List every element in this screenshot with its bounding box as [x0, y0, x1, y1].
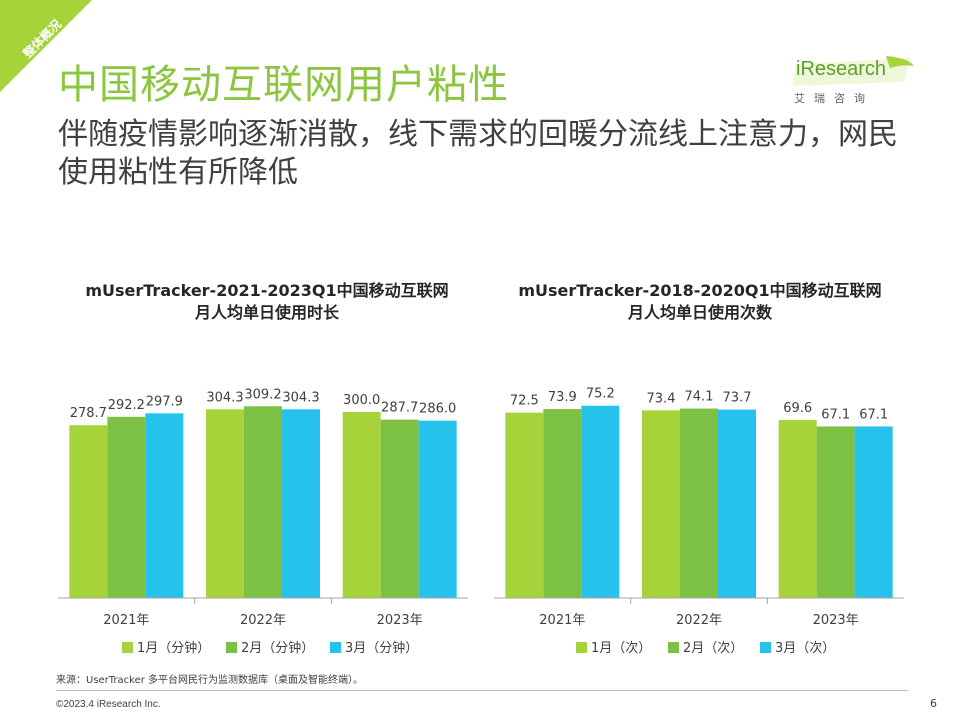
category-label: 2021年 [103, 613, 149, 628]
bar-2023年-3 [418, 420, 457, 598]
data-label: 72.5 [510, 394, 539, 409]
data-label: 300.0 [343, 393, 380, 408]
legend-swatch [122, 642, 133, 653]
data-label: 73.4 [647, 391, 676, 406]
data-label: 304.3 [206, 390, 243, 405]
data-label: 67.1 [821, 407, 850, 422]
legend-label: 3月（分钟） [345, 640, 418, 656]
page-title: 中国移动互联网用户粘性 [58, 62, 509, 108]
data-label: 74.1 [685, 390, 714, 405]
bar-2021年-3 [581, 405, 620, 598]
legend-swatch [330, 642, 341, 653]
bar-2022年-2 [680, 408, 718, 598]
data-label: 309.2 [244, 387, 281, 402]
logo-brand: iResearch [796, 58, 887, 80]
bar-2022年-2 [244, 406, 282, 598]
bar-2022年-3 [282, 409, 320, 598]
copyright: ©2023.4 iResearch Inc. [56, 699, 161, 710]
chart2-title: mUserTracker-2018-2020Q1中国移动互联网 月人均单日使用次… [480, 280, 920, 324]
data-label: 286.0 [419, 402, 456, 417]
legend-label: 2月（次） [683, 640, 743, 656]
legend-swatch [760, 642, 771, 653]
legend-label: 1月（次） [591, 640, 651, 656]
data-label: 69.6 [783, 401, 812, 416]
legend-label: 1月（分钟） [137, 640, 210, 656]
data-label: 292.2 [108, 398, 145, 413]
category-label: 2023年 [813, 613, 859, 628]
bar-2022年-1 [642, 410, 680, 598]
chart1-title-line2: 月人均单日使用时长 [194, 303, 339, 322]
logo-leaf-icon [792, 56, 914, 86]
chart1-title-line1: mUserTracker-2021-2023Q1中国移动互联网 [85, 281, 449, 300]
chart1-title: mUserTracker-2021-2023Q1中国移动互联网 月人均单日使用时… [47, 280, 487, 324]
legend-swatch [668, 642, 679, 653]
legend-swatch [226, 642, 237, 653]
data-label: 278.7 [70, 406, 107, 421]
category-label: 2022年 [676, 613, 722, 628]
category-label: 2021年 [539, 613, 585, 628]
source-note: 来源：UserTracker 多平台网民行为监测数据库（桌面及智能终端）。 [56, 675, 364, 686]
footer-divider [56, 690, 908, 691]
iresearch-logo: iResearch 艾瑞咨询 [790, 52, 920, 110]
bar-2022年-1 [206, 409, 244, 598]
section-corner-tab [0, 0, 92, 92]
bar-2021年-1 [69, 425, 108, 598]
chart2-title-line2: 月人均单日使用次数 [627, 303, 772, 322]
bar-2023年-3 [854, 426, 893, 598]
data-label: 75.2 [586, 387, 615, 402]
data-label: 73.7 [723, 391, 752, 406]
data-label: 297.9 [146, 394, 183, 409]
category-label: 2022年 [240, 613, 286, 628]
bar-2021年-3 [145, 413, 184, 598]
legend-label: 2月（分钟） [241, 640, 314, 656]
data-label: 73.9 [548, 390, 577, 405]
data-label: 287.7 [381, 401, 418, 416]
bar-2021年-2 [543, 409, 582, 598]
category-label: 2023年 [377, 613, 423, 628]
bar-2023年-2 [816, 426, 855, 598]
page-number: 6 [930, 697, 937, 710]
bar-2021年-1 [505, 412, 544, 598]
bar-2023年-1 [342, 412, 381, 598]
usage-frequency-chart: 72.5 73.9 75.2 2021年 73.4 74.1 73.7 2022年 69.6 67… [494, 387, 904, 656]
bar-2021年-2 [107, 416, 146, 598]
chart2-title-line1: mUserTracker-2018-2020Q1中国移动互联网 [518, 281, 882, 300]
page-subtitle: 伴随疫情影响逐渐消散，线下需求的回暖分流线上注意力，网民使用粘性有所降低 [58, 117, 898, 190]
bar-2023年-2 [380, 419, 419, 598]
bar-2023年-1 [778, 420, 817, 598]
data-label: 67.1 [859, 407, 888, 422]
bar-2022年-3 [718, 409, 756, 598]
data-label: 304.3 [282, 390, 319, 405]
logo-subtitle: 艾瑞咨询 [794, 92, 874, 105]
legend-label: 3月（次） [775, 640, 835, 656]
legend-swatch [576, 642, 587, 653]
